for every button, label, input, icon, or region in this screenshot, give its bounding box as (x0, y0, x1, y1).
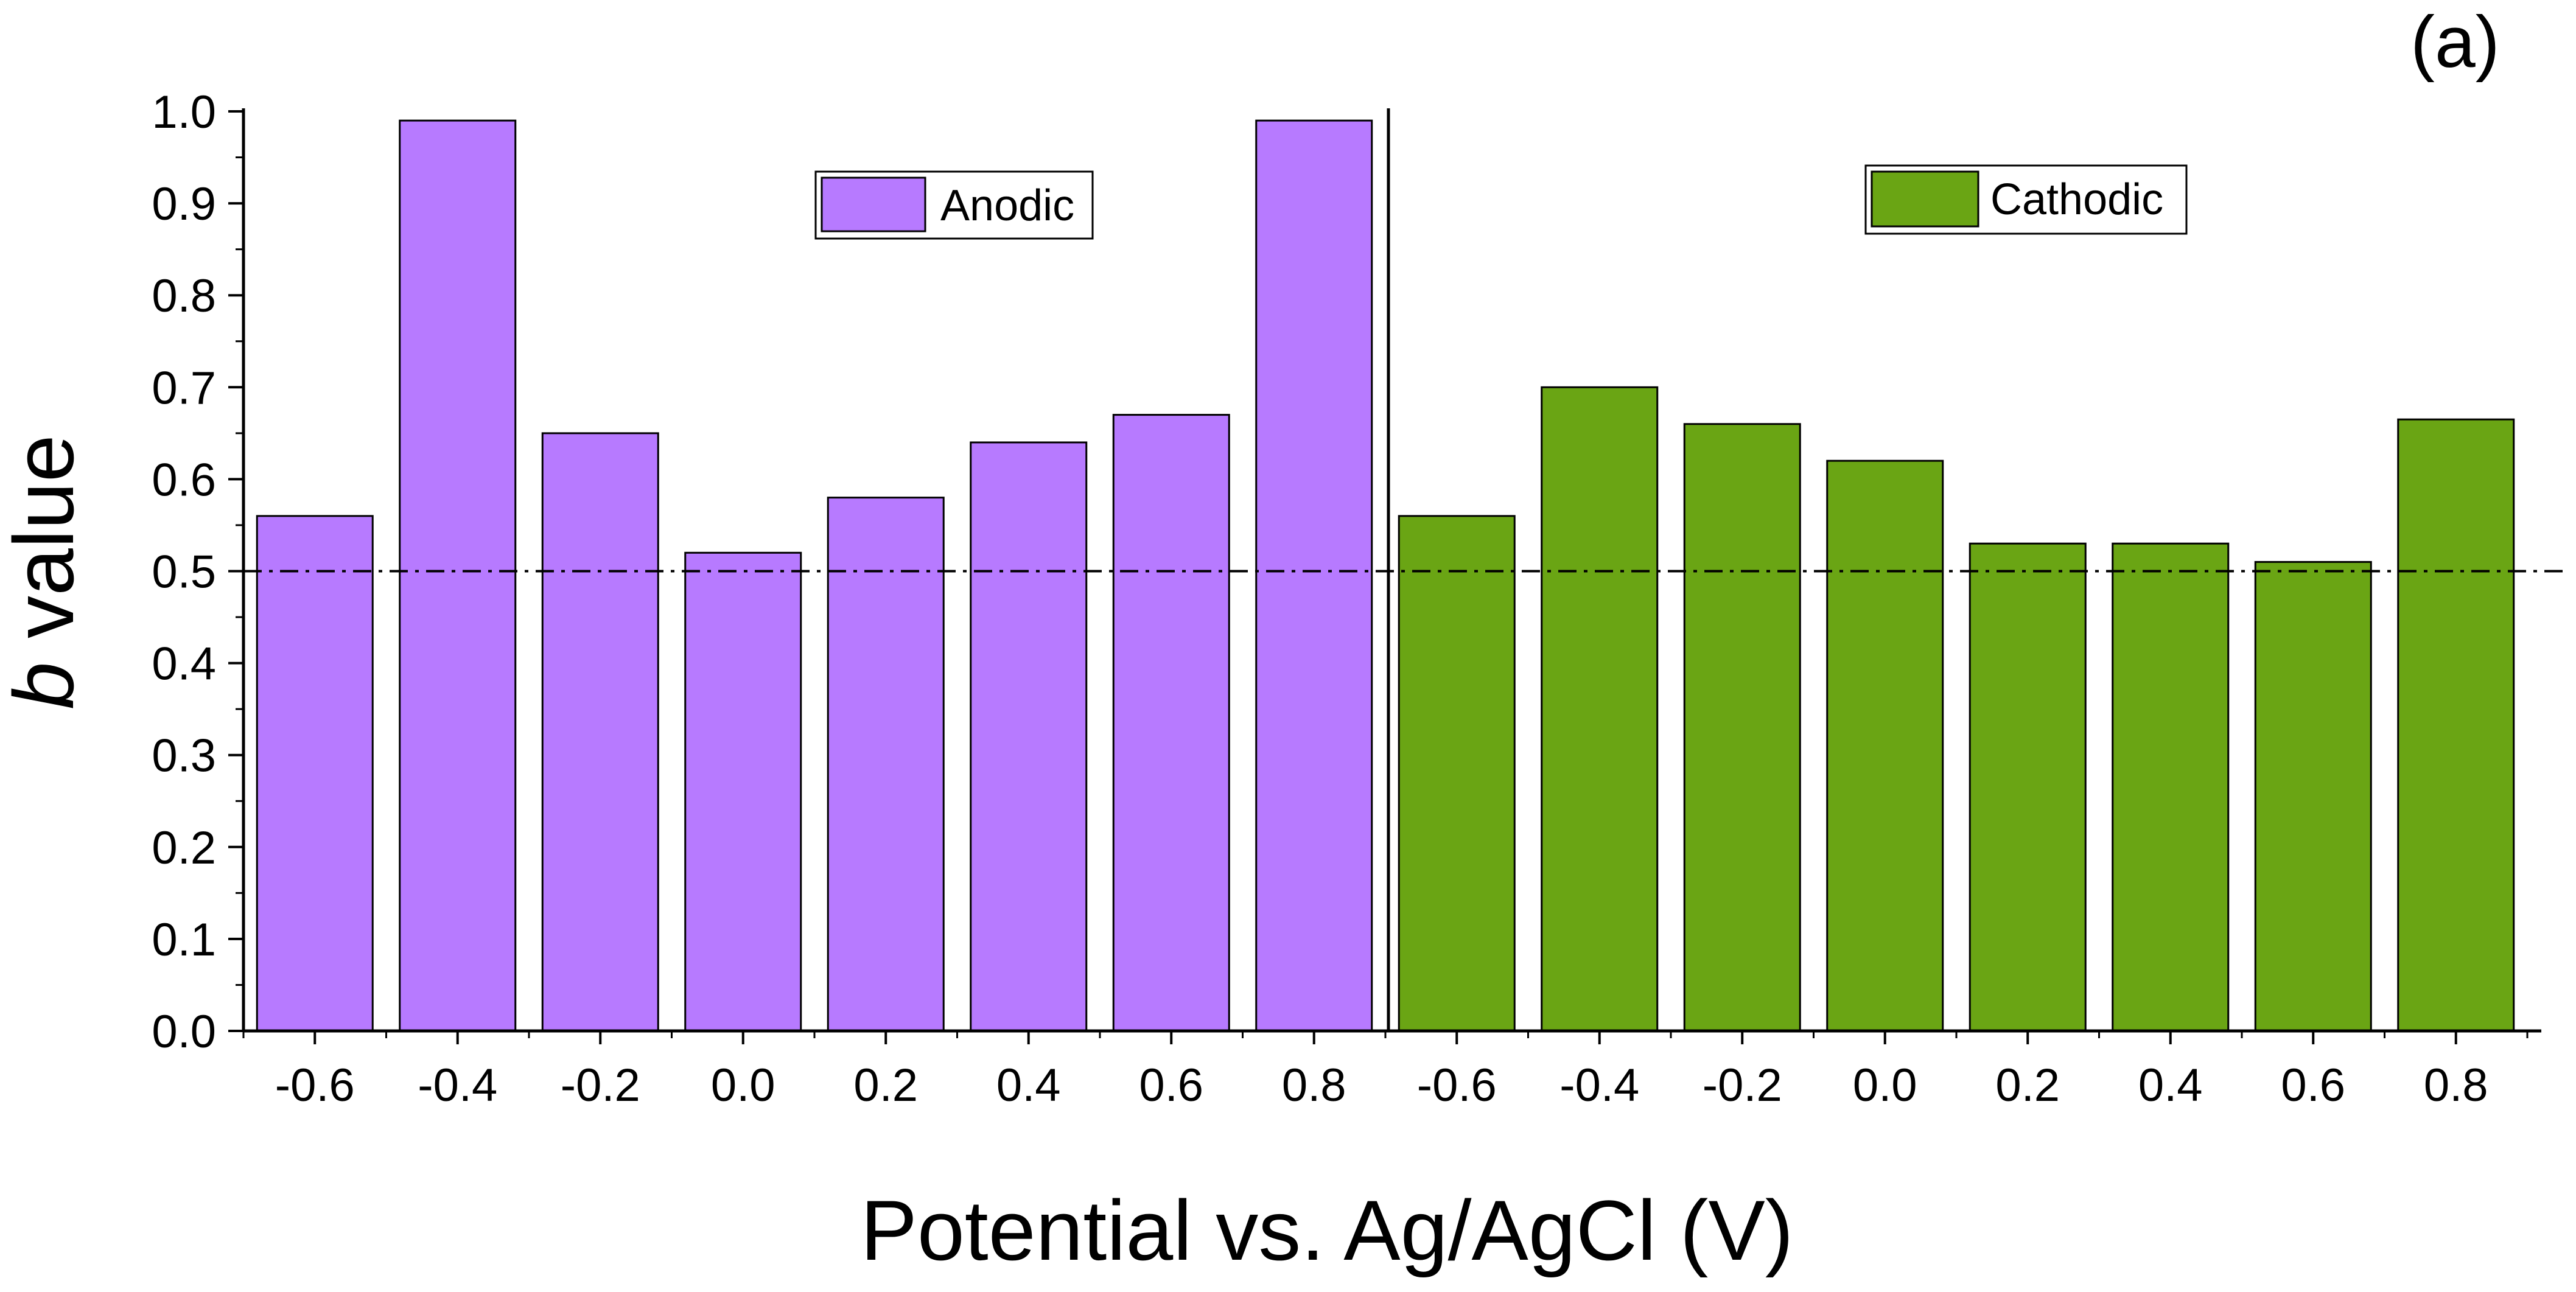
x-tick-label: 0.8 (2424, 1060, 2488, 1111)
bar-cathodic-1 (1541, 386, 1659, 1032)
x-tick-label: 0.2 (1995, 1060, 2060, 1111)
y-axis-title: b value (0, 435, 91, 709)
x-tick-label: 0.6 (1139, 1060, 1203, 1111)
y-tick-label: 0.3 (152, 730, 216, 782)
x-tick-label: 0.0 (1853, 1060, 1917, 1111)
y-tick-label: 0.7 (152, 362, 216, 414)
y-tick-label: 0.5 (152, 546, 216, 598)
x-tick-label: 0.4 (2138, 1060, 2203, 1111)
x-tick-label: 0.8 (1282, 1060, 1346, 1111)
bar-cathodic-4 (1969, 542, 2087, 1032)
y-tick-label: 1.0 (152, 86, 216, 138)
x-tick-label: -0.4 (418, 1060, 497, 1111)
y-tick-label: 0.6 (152, 454, 216, 506)
x-tick-label: 0.0 (711, 1060, 775, 1111)
legend-cathodic-swatch (1871, 170, 1979, 228)
y-tick-label: 0.2 (152, 822, 216, 874)
y-tick-label: 0.1 (152, 914, 216, 966)
y-tick-label: 0.8 (152, 270, 216, 322)
y-axis-title-italic: b (0, 662, 91, 710)
x-tick-label: -0.2 (561, 1060, 640, 1111)
bar-anodic-7 (1255, 119, 1373, 1032)
y-tick-label: 0.4 (152, 638, 216, 690)
bar-anodic-3 (684, 551, 802, 1032)
y-ticks-layer: 0.0 0.1 0.2 0.3 0.4 0.5 0.6 0.7 0.8 0.9 1.0 (152, 86, 243, 1058)
x-ticks-layer: -0.6 -0.4 -0.2 0.0 0.2 0.4 0.6 0.8 -0.6 -0.4 -0.2 0… (242, 1031, 2529, 1111)
bar-cathodic-7 (2397, 418, 2515, 1032)
legend-cathodic: Cathodic (1864, 164, 2188, 235)
y-tick-label: 0.9 (152, 178, 216, 230)
bar-anodic-0 (256, 515, 374, 1032)
bars-layer (256, 119, 2515, 1032)
x-tick-label: -0.2 (1703, 1060, 1782, 1111)
axes-layer (242, 108, 2541, 1033)
bar-anodic-1 (399, 119, 517, 1032)
x-tick-label: 0.6 (2281, 1060, 2345, 1111)
bar-cathodic-6 (2254, 560, 2372, 1032)
legend-cathodic-label: Cathodic (1990, 175, 2163, 224)
bar-cathodic-5 (2112, 542, 2230, 1032)
legend-anodic: Anodic (814, 170, 1094, 240)
bar-anodic-5 (970, 441, 1088, 1032)
x-tick-label: 0.2 (853, 1060, 918, 1111)
bar-cathodic-0 (1398, 515, 1516, 1032)
bar-cathodic-3 (1826, 459, 1944, 1032)
y-axis-title-rest: value (0, 435, 91, 662)
legend-anodic-swatch (821, 176, 926, 232)
bar-cathodic-2 (1683, 423, 1801, 1032)
x-tick-label: 0.4 (996, 1060, 1061, 1111)
legend-anodic-label: Anodic (940, 181, 1074, 230)
x-tick-label: -0.4 (1559, 1060, 1639, 1111)
panel-label: (a) (2410, 1, 2500, 83)
x-axis-title: Potential vs. Ag/AgCl (V) (861, 1182, 1794, 1278)
bar-anodic-2 (541, 432, 659, 1032)
x-tick-label: -0.6 (275, 1060, 355, 1111)
bar-anodic-4 (827, 497, 945, 1032)
bar-anodic-6 (1112, 414, 1230, 1032)
y-tick-label: 0.0 (152, 1006, 216, 1058)
x-tick-label: -0.6 (1417, 1060, 1497, 1111)
